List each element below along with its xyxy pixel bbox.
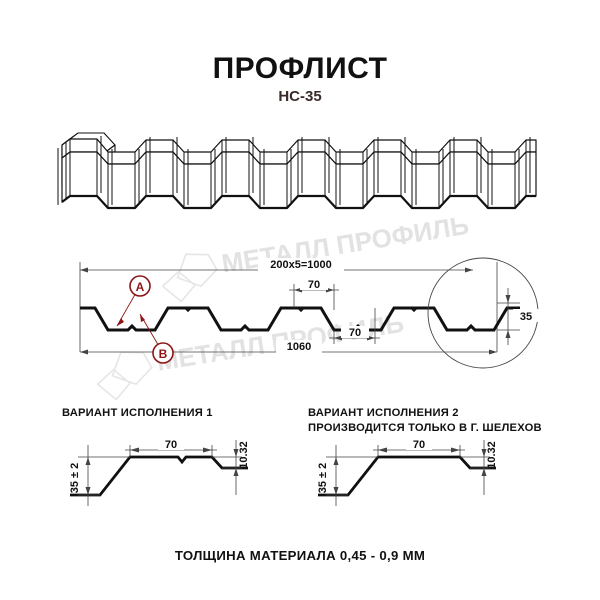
variant-1-title-line1: ВАРИАНТ ИСПОЛНЕНИЯ 1 <box>62 407 213 419</box>
metall-profil-logo-icon <box>96 351 153 401</box>
detail-circle <box>427 257 539 369</box>
variant-2-title-line2: ПРОИЗВОДИТСЯ ТОЛЬКО В Г. ШЕЛЕХОВ <box>308 422 542 434</box>
corrugation-module <box>61 132 161 194</box>
isometric-sheet-drawing <box>57 132 537 210</box>
profile-polyline <box>80 306 520 332</box>
variant-2-dim-height: 35 ± 2 <box>317 445 378 506</box>
marker-a: A <box>116 275 151 327</box>
variant-1-dim-height: 35 ± 2 <box>69 445 130 506</box>
variant-1-dim-thickness-label: 10.32 <box>238 441 250 469</box>
dimension-height: 35 <box>497 288 539 345</box>
watermark-2: МЕТАЛЛ ПРОФИЛЬ <box>96 308 406 401</box>
variant-2-dim-thickness: 10.32 <box>460 440 498 495</box>
variant-2-detail-drawing: 70 10.32 <box>317 438 498 506</box>
variant-2-profile <box>318 455 496 497</box>
variant-2-dim-thickness-label: 10.32 <box>486 441 498 469</box>
page-title: ПРОФЛИСТ <box>212 52 388 85</box>
dimension-pitch-lower: 70 <box>329 308 380 344</box>
dimension-bottom: 1060 <box>80 340 497 355</box>
dimension-bottom-label: 1060 <box>287 341 311 353</box>
marker-b-label: B <box>159 347 168 361</box>
marker-b: B <box>139 313 174 364</box>
variant-2-dim-width-label: 70 <box>413 439 425 451</box>
variant-2-dim-height-label: 35 ± 2 <box>317 463 329 494</box>
dimension-pitch-upper: 70 <box>289 278 339 310</box>
dimension-top: 200x5=1000 <box>80 258 473 273</box>
variant-1-profile <box>70 455 248 497</box>
material-thickness-note: ТОЛЩИНА МАТЕРИАЛА 0,45 - 0,9 ММ <box>174 548 426 563</box>
dimension-pitch-lower-label: 70 <box>349 327 361 339</box>
variant-1-title: ВАРИАНТ ИСПОЛНЕНИЯ 1 <box>62 406 213 421</box>
dimension-height-label: 35 <box>520 311 532 323</box>
sheet-body <box>57 136 537 210</box>
variant-1-dim-height-label: 35 ± 2 <box>69 463 81 494</box>
variant-1-detail-drawing: 70 10.32 <box>69 438 250 506</box>
variant-2-title-line1: ВАРИАНТ ИСПОЛНЕНИЯ 2 <box>308 407 459 419</box>
variant-2-title: ВАРИАНТ ИСПОЛНЕНИЯ 2 ПРОИЗВОДИТСЯ ТОЛЬКО… <box>308 406 542 436</box>
watermark-1: МЕТАЛЛ ПРОФИЛЬ <box>161 210 471 303</box>
dimension-top-label: 200x5=1000 <box>270 259 331 271</box>
metall-profil-logo-icon <box>161 253 218 303</box>
watermark-text: МЕТАЛЛ ПРОФИЛЬ <box>154 308 405 377</box>
watermark-text: МЕТАЛЛ ПРОФИЛЬ <box>219 210 470 279</box>
dimension-pitch-upper-label: 70 <box>308 279 320 291</box>
page-subtitle: НС-35 <box>278 88 322 105</box>
variant-1-dim-thickness: 10.32 <box>212 440 250 495</box>
crown-groove-marks <box>184 307 418 313</box>
variant-1-dim-width: 70 <box>125 438 217 457</box>
variant-1-dim-width-label: 70 <box>165 439 177 451</box>
marker-a-label: A <box>136 280 145 294</box>
variant-2-dim-width: 70 <box>373 438 465 457</box>
cross-section-drawing: 200x5=1000 1060 <box>79 257 539 369</box>
